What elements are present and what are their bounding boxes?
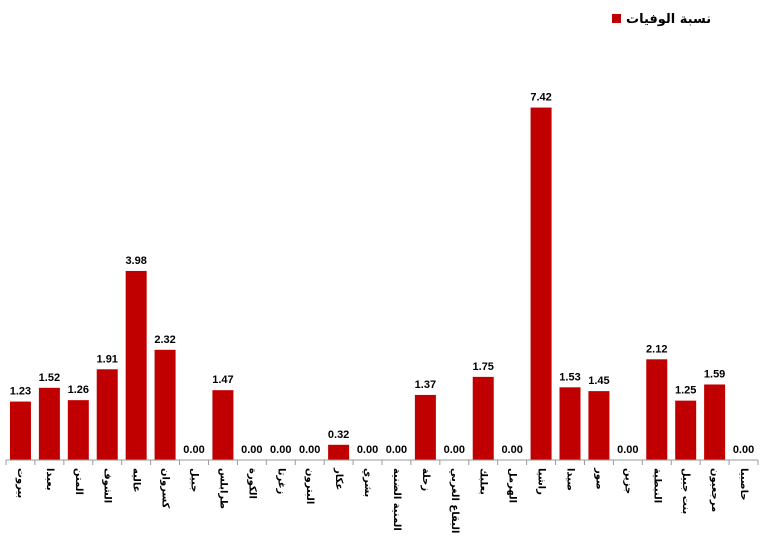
bar <box>646 359 668 460</box>
data-label: 1.47 <box>212 374 233 386</box>
bar <box>704 384 726 460</box>
bars-group <box>9 107 726 461</box>
category-labels-group: بيروت بعبدا المتن الشوف عاليه كسروان جبيل طرابل… <box>15 467 749 533</box>
data-label: 0.00 <box>733 444 754 456</box>
category-label: بنت جبيل <box>680 468 691 514</box>
category-label: المنية الضنية <box>391 468 402 531</box>
category-label: حاصبيا <box>738 468 749 501</box>
category-label: طرابلس <box>217 468 228 509</box>
data-label: 1.26 <box>68 384 89 396</box>
category-label: المتن <box>73 468 84 495</box>
bar <box>38 387 60 460</box>
category-label: راشيا <box>536 468 547 495</box>
data-label: 2.12 <box>646 343 667 355</box>
data-label: 1.45 <box>588 375 609 387</box>
data-label: 0.32 <box>328 429 349 441</box>
category-label: كسروان <box>160 468 171 509</box>
bar <box>559 387 581 460</box>
legend-swatch <box>612 14 621 23</box>
category-label: صيدا <box>565 468 576 491</box>
bar <box>472 376 494 460</box>
category-label: بشري <box>362 468 373 497</box>
category-label: زحلة <box>420 468 431 491</box>
bar <box>675 400 697 460</box>
data-label: 1.25 <box>675 385 696 397</box>
category-label: البقاع الغربي <box>449 468 460 533</box>
legend: نسبة الوفيات <box>612 12 711 27</box>
category-label: البترون <box>304 468 315 504</box>
category-label: النبطية <box>651 468 662 503</box>
data-label: 0.00 <box>386 444 407 456</box>
data-label: 0.00 <box>183 444 204 456</box>
x-axis-ticks <box>5 460 759 465</box>
category-label: الكورة <box>246 468 257 499</box>
category-label: عاليه <box>131 468 142 493</box>
category-label: صور <box>593 467 604 490</box>
data-label: 1.23 <box>10 386 31 398</box>
data-label: 1.52 <box>39 372 60 384</box>
data-label: 0.00 <box>444 444 465 456</box>
data-label: 1.37 <box>415 379 436 391</box>
bar <box>125 270 147 460</box>
bar <box>212 390 234 460</box>
category-label: جبيل <box>189 468 200 492</box>
category-label: الشوف <box>102 468 113 503</box>
bar <box>530 107 552 461</box>
category-label: بعبدا <box>44 468 55 491</box>
bar <box>154 349 176 460</box>
data-label: 2.32 <box>154 334 175 346</box>
category-label: بعلبك <box>478 468 489 495</box>
category-label: عكار <box>333 467 344 490</box>
bar <box>328 444 350 460</box>
data-label: 0.00 <box>357 444 378 456</box>
data-label: 0.00 <box>299 444 320 456</box>
data-label: 1.75 <box>473 361 494 373</box>
bar <box>67 400 89 460</box>
category-label: زغرتا <box>275 468 286 495</box>
legend-label: نسبة الوفيات <box>626 12 711 27</box>
data-label: 0.00 <box>270 444 291 456</box>
category-label: بيروت <box>15 468 26 498</box>
bar <box>96 369 118 460</box>
category-label: جزين <box>622 468 633 494</box>
bar <box>588 391 610 460</box>
data-label: 0.00 <box>241 444 262 456</box>
data-label: 3.98 <box>125 255 146 267</box>
value-labels-group: 1.23 1.52 1.26 1.91 3.98 2.32 0.00 1.47 0.00 0.00… <box>10 92 754 456</box>
data-label: 0.00 <box>617 444 638 456</box>
data-label: 0.00 <box>501 444 522 456</box>
data-label: 1.53 <box>559 371 580 383</box>
bar <box>414 394 436 460</box>
data-label: 1.59 <box>704 368 725 380</box>
data-label: 7.42 <box>530 92 551 104</box>
category-label: مرجعيون <box>709 468 720 512</box>
bar <box>9 401 31 460</box>
data-label: 1.91 <box>97 353 118 365</box>
category-label: الهرمل <box>507 468 518 503</box>
